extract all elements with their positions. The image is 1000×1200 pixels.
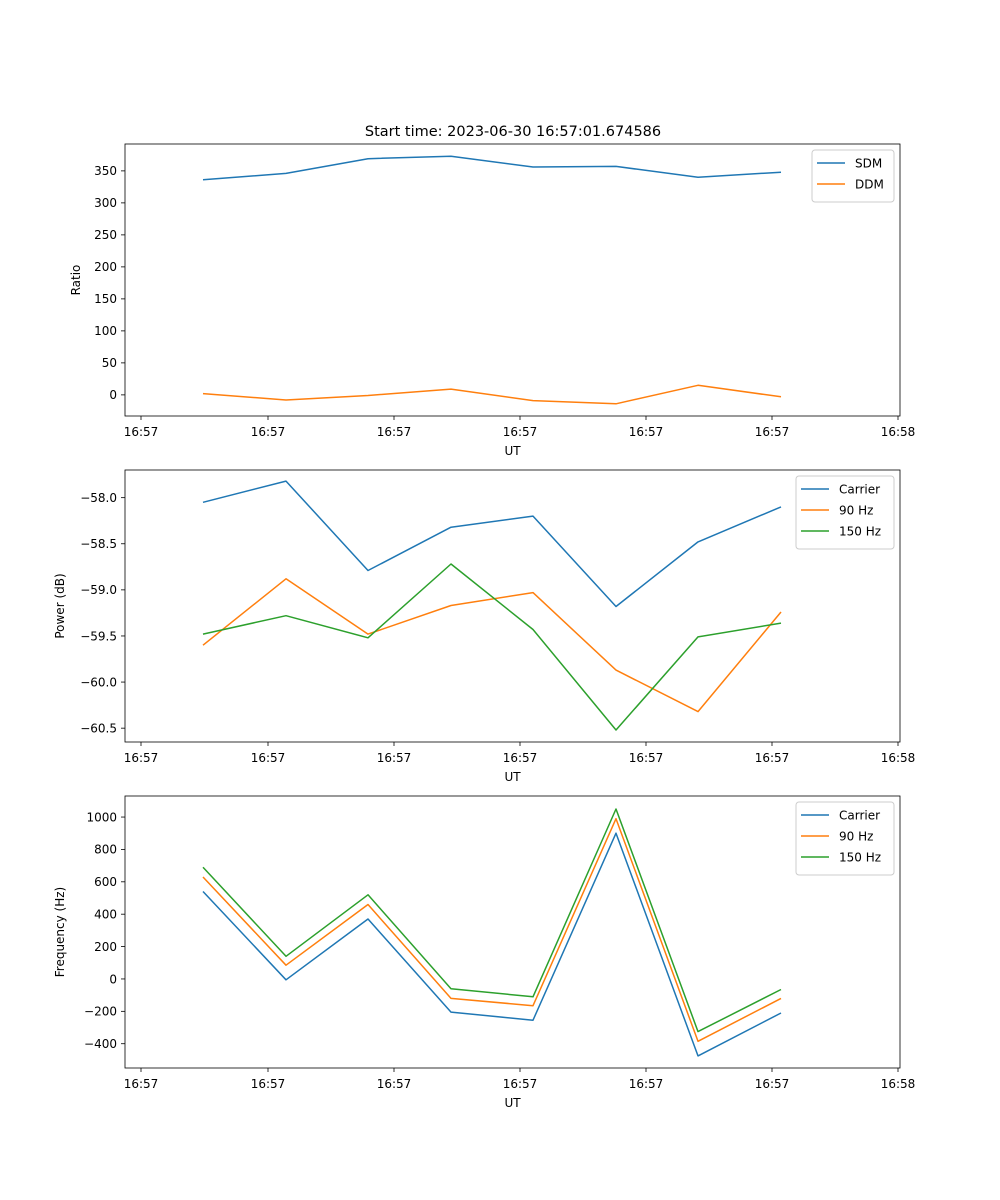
legend: Carrier 90 Hz 150 Hz [795, 801, 895, 876]
series-line-90-hz [202, 578, 782, 713]
chart-panel-2: 16:57 16:57 16:57 16:57 16:57 16:57 16:58 −60.5… [53, 469, 916, 784]
series-line-carrier [202, 480, 782, 608]
x-tick-label: 16:57 [377, 1077, 412, 1091]
chart-panel-1: 16:57 16:57 16:57 16:57 16:57 16:57 16:58 0 50 10… [69, 143, 916, 458]
legend-label: DDM [855, 178, 884, 192]
x-axis-label: UT [504, 444, 521, 458]
y-tick-label: −58.5 [80, 537, 117, 551]
y-axis-label: Frequency (Hz) [53, 887, 67, 978]
x-tick-label: 16:57 [251, 751, 286, 765]
x-tick-label: 16:57 [251, 1077, 286, 1091]
x-tick-label: 16:58 [881, 751, 916, 765]
x-tick-label: 16:57 [755, 751, 790, 765]
y-tick-label: 1000 [86, 810, 117, 824]
y-tick-label: 0 [109, 972, 117, 986]
x-tick-label: 16:57 [124, 425, 159, 439]
legend-label: 150 Hz [839, 851, 881, 865]
y-tick-label: −60.0 [80, 675, 117, 689]
y-tick-label: −59.0 [80, 583, 117, 597]
chart-panel-3: 16:57 16:57 16:57 16:57 16:57 16:57 16:58 −400 −… [53, 795, 916, 1110]
x-tick-label: 16:57 [755, 1077, 790, 1091]
axes-frame [124, 795, 901, 1069]
legend: SDM DDM [811, 149, 895, 203]
y-tick-label: 350 [94, 164, 117, 178]
legend-label: Carrier [839, 483, 880, 497]
chart-title: Start time: 2023-06-30 16:57:01.674586 [365, 124, 661, 140]
y-tick-label: −200 [84, 1005, 117, 1019]
y-tick-label: 250 [94, 228, 117, 242]
legend-label: SDM [855, 157, 882, 171]
y-tick-label: 600 [94, 875, 117, 889]
y-axis-label: Power (dB) [53, 573, 67, 638]
x-tick-label: 16:57 [377, 425, 412, 439]
y-tick-label: 400 [94, 907, 117, 921]
x-tick-label: 16:58 [881, 425, 916, 439]
y-tick-label: 150 [94, 292, 117, 306]
legend-label: 150 Hz [839, 525, 881, 539]
y-tick-label: 300 [94, 196, 117, 210]
series-line-150-hz [202, 563, 782, 731]
series-line-90-hz [202, 817, 782, 1043]
series-line-ddm [202, 384, 782, 405]
x-tick-label: 16:57 [629, 1077, 664, 1091]
x-tick-label: 16:57 [629, 751, 664, 765]
y-tick-label: 200 [94, 940, 117, 954]
legend-label: Carrier [839, 809, 880, 823]
x-tick-label: 16:57 [251, 425, 286, 439]
y-tick-label: 800 [94, 843, 117, 857]
y-tick-label: −59.5 [80, 629, 117, 643]
y-axis-label: Ratio [69, 265, 83, 296]
y-tick-label: −58.0 [80, 491, 117, 505]
x-tick-label: 16:57 [124, 1077, 159, 1091]
y-tick-label: 200 [94, 260, 117, 274]
y-tick-label: −60.5 [80, 721, 117, 735]
y-tick-label: 0 [109, 388, 117, 402]
x-tick-label: 16:57 [503, 751, 538, 765]
y-tick-label: −400 [84, 1037, 117, 1051]
axes-frame [124, 469, 901, 743]
x-tick-label: 16:58 [881, 1077, 916, 1091]
series-line-sdm [202, 155, 782, 181]
x-tick-label: 16:57 [629, 425, 664, 439]
y-tick-label: 100 [94, 324, 117, 338]
legend-label: 90 Hz [839, 504, 873, 518]
x-tick-label: 16:57 [503, 425, 538, 439]
x-tick-label: 16:57 [377, 751, 412, 765]
axes-frame [124, 143, 901, 417]
series-line-150-hz [202, 808, 782, 1033]
y-tick-label: 50 [102, 356, 117, 370]
legend: Carrier 90 Hz 150 Hz [795, 475, 895, 550]
series-line-carrier [202, 832, 782, 1057]
legend-label: 90 Hz [839, 830, 873, 844]
x-tick-label: 16:57 [503, 1077, 538, 1091]
x-tick-label: 16:57 [755, 425, 790, 439]
x-axis-label: UT [504, 770, 521, 784]
x-axis-label: UT [504, 1096, 521, 1110]
x-tick-label: 16:57 [124, 751, 159, 765]
